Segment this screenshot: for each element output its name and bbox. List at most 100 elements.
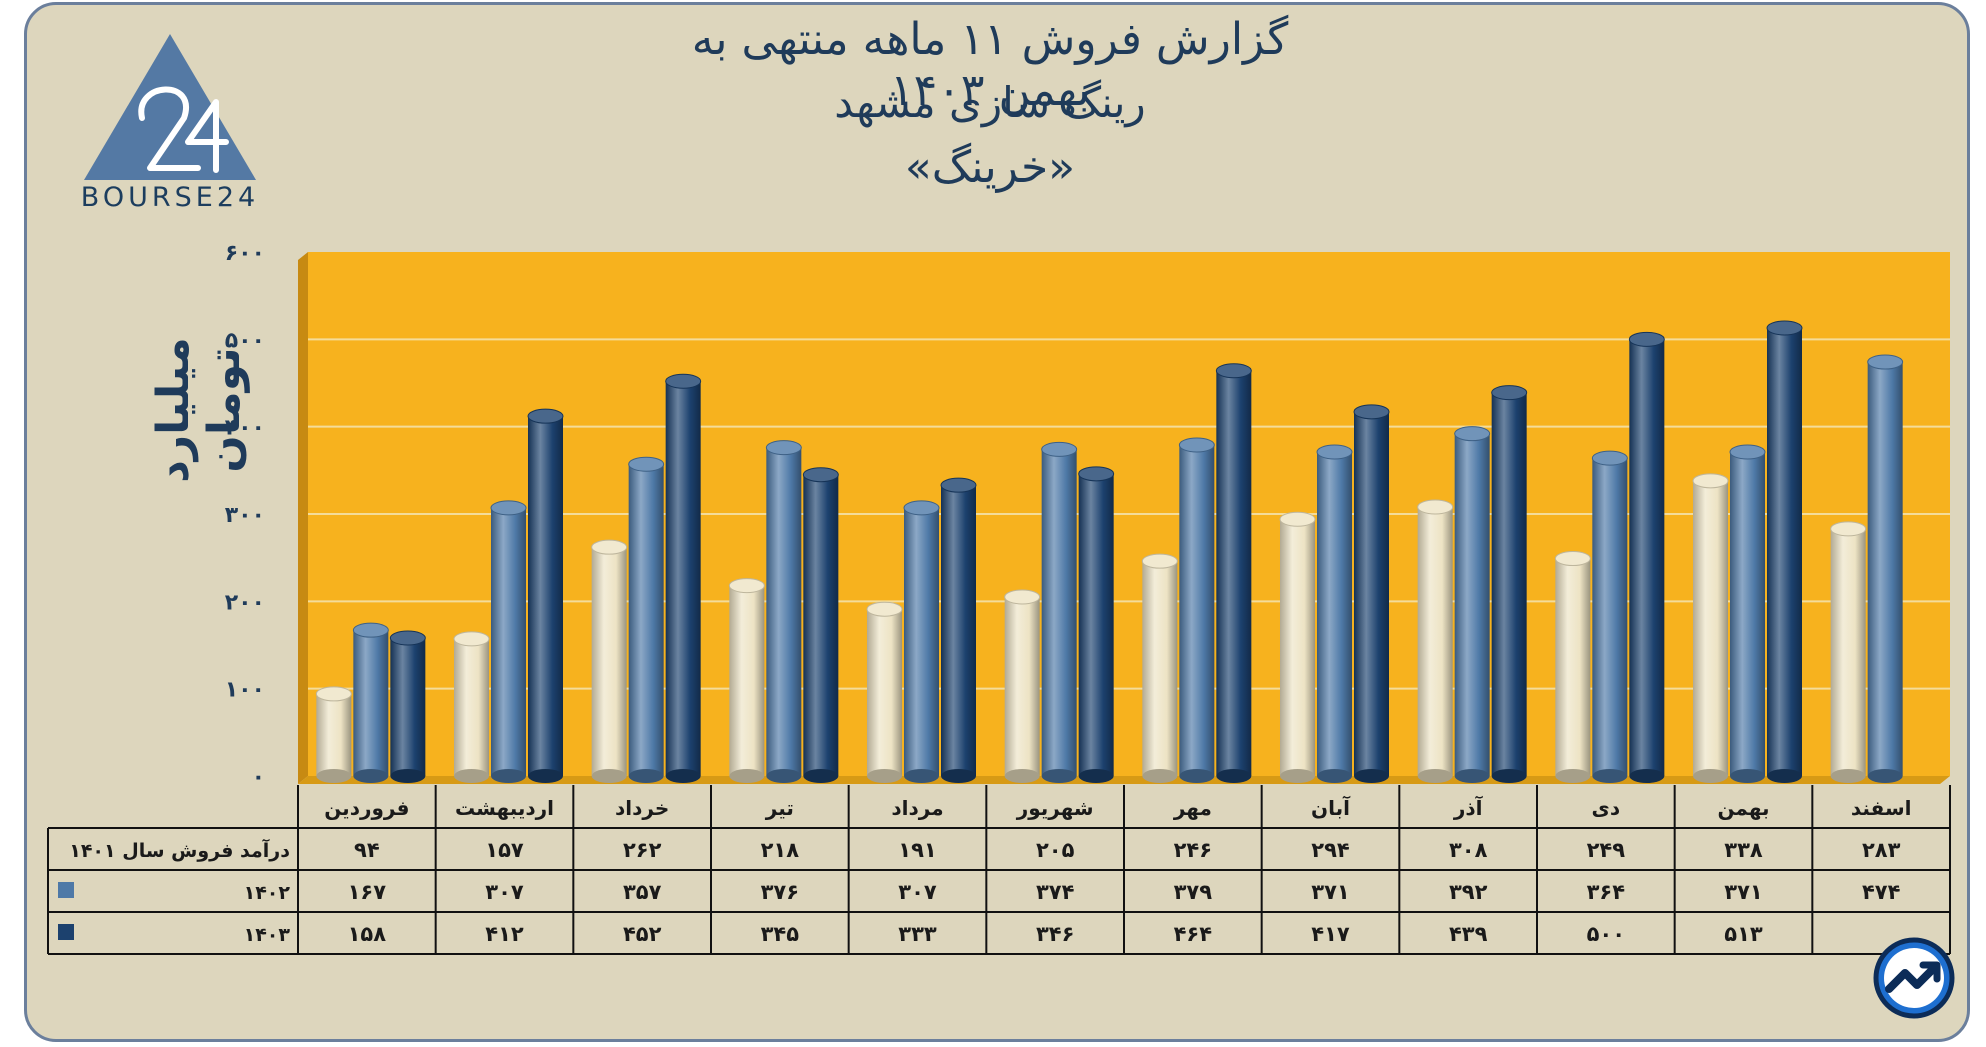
bar-2-4 [941,485,976,776]
data-label: ۳۷۶ [761,880,799,904]
bar-top [765,440,802,456]
bar-base [491,769,526,783]
y-tick-label: ۳۰۰ [225,503,265,528]
bar-0-11 [1830,528,1866,776]
bar-base [1730,769,1765,783]
bar-base [1830,769,1866,783]
bar-top [1041,441,1078,457]
bar-0-0 [316,693,352,776]
bar-base [390,769,426,783]
bar-base [1592,769,1628,783]
bourse24-logo [84,34,256,180]
data-label: ۲۴۶ [1174,838,1212,862]
bar-top [1454,426,1491,442]
data-label: ۳۷۴ [1036,880,1075,904]
bar-top [1215,363,1252,379]
bar-base [1317,769,1352,783]
data-label: ۳۹۲ [1449,880,1488,904]
data-label: ۲۶۲ [623,838,662,862]
bar-base [803,769,839,783]
bar-top [940,477,977,493]
category-label: مرداد [891,796,943,820]
bar-2-0 [390,638,426,776]
data-label: ۴۱۲ [485,922,524,946]
data-label: ۳۷۱ [1724,880,1762,904]
data-label: ۴۷۴ [1862,880,1901,904]
bar-0-2 [591,547,627,776]
bar-top [1729,444,1766,460]
bar-0-4 [867,609,902,776]
bar-1-7 [1317,451,1352,776]
data-label: ۲۰۵ [1036,838,1075,862]
bar-0-6 [1142,561,1178,776]
bar-0-7 [1280,519,1315,776]
bar-0-8 [1417,507,1453,776]
category-label: فروردین [324,796,409,820]
category-label: مهر [1173,796,1212,820]
bar-top [1692,473,1729,489]
y-tick-label: ۴۰۰ [225,416,265,441]
data-label: ۲۹۴ [1311,838,1350,862]
bar-base [766,769,802,783]
data-label: ۳۴۶ [1036,922,1074,946]
bar-2-1 [528,416,563,776]
bar-base [353,769,389,783]
bar-top [1004,589,1041,605]
data-label: ۳۰۷ [485,880,524,904]
bar-1-5 [1041,449,1077,776]
category-label: دی [1592,796,1621,820]
data-label: ۳۰۷ [898,880,937,904]
bar-2-8 [1491,392,1527,776]
bar-1-0 [353,630,389,776]
bar-top [1078,466,1115,482]
bar-top [1141,553,1178,569]
y-axis-label: میلیارد تومان [148,337,250,483]
category-label: آذر [1453,795,1484,820]
legend-swatch-1 [58,882,74,898]
bar-top [1417,499,1454,515]
category-label: اردیبهشت [455,796,554,820]
bar-base [941,769,976,783]
data-label: ۳۴۵ [761,922,800,946]
bar-2-3 [803,474,839,776]
bar-top [490,500,527,516]
bar-base [316,769,352,783]
bar-2-5 [1078,473,1114,776]
bar-top [1491,385,1528,401]
category-label: بهمن [1717,796,1769,820]
bar-top [1591,450,1628,466]
bar-top [1628,331,1665,347]
bar-top [1554,551,1591,567]
bar-1-3 [766,447,802,776]
bar-top [527,408,564,424]
bar-0-9 [1555,558,1591,776]
bar-1-8 [1454,433,1490,776]
bar-base [1179,769,1215,783]
data-label: ۲۱۸ [761,838,800,862]
bar-top [352,622,389,638]
data-label: ۳۷۱ [1311,880,1349,904]
bar-0-5 [1004,596,1040,776]
bar-2-10 [1767,327,1802,776]
legend-label-2: ۱۴۰۳ [244,924,291,946]
legend-label-1: ۱۴۰۲ [244,882,291,904]
data-label: ۳۶۴ [1587,880,1626,904]
data-label: ۴۵۲ [623,922,662,946]
bar-top [1178,437,1215,453]
bar-base [1078,769,1114,783]
bar-top [591,539,628,555]
bar-top [315,686,352,702]
bar-base [1280,769,1315,783]
data-label: ۲۴۹ [1587,838,1626,862]
data-label: ۲۸۳ [1862,838,1901,862]
bar-1-9 [1592,458,1628,776]
data-label: ۴۱۷ [1311,922,1350,946]
bar-base [1417,769,1453,783]
bar-top [1316,444,1353,460]
bar-top [453,631,490,647]
bar-0-1 [454,638,489,776]
y-tick-label: ۲۰۰ [225,590,265,615]
bar-base [1867,769,1903,783]
bar-1-10 [1730,451,1765,776]
